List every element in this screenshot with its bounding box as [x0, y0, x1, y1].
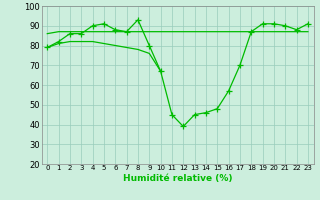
X-axis label: Humidité relative (%): Humidité relative (%)	[123, 174, 232, 183]
